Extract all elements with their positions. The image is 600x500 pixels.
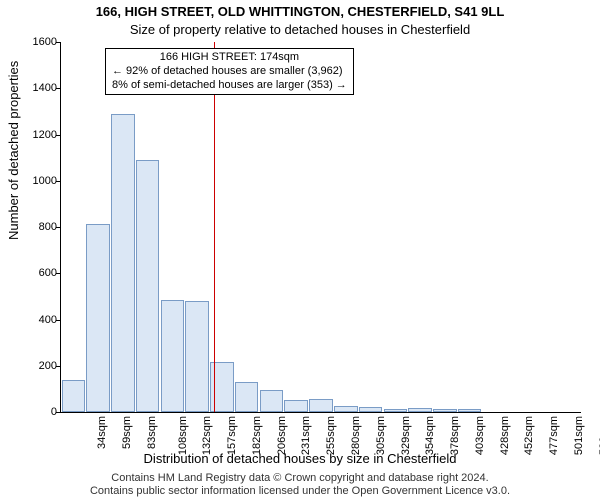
x-tick-label: 354sqm bbox=[424, 416, 436, 455]
x-tick-label: 452sqm bbox=[523, 416, 535, 455]
histogram-bar bbox=[260, 390, 284, 412]
y-tick-label: 200 bbox=[21, 360, 57, 372]
callout-line-property: 166 HIGH STREET: 174sqm bbox=[112, 51, 347, 65]
y-tick-label: 1600 bbox=[21, 36, 57, 48]
x-tick-label: 157sqm bbox=[226, 416, 238, 455]
y-tick-label: 1400 bbox=[21, 82, 57, 94]
x-tick-label: 428sqm bbox=[499, 416, 511, 455]
y-tick-label: 1200 bbox=[21, 129, 57, 141]
y-tick-mark bbox=[56, 88, 61, 89]
x-tick-label: 501sqm bbox=[573, 416, 585, 455]
histogram-bar bbox=[309, 399, 333, 412]
x-tick-label: 378sqm bbox=[449, 416, 461, 455]
histogram-bar bbox=[235, 382, 259, 412]
histogram-bar bbox=[284, 400, 308, 412]
histogram-bar bbox=[433, 409, 457, 412]
x-tick-label: 206sqm bbox=[276, 416, 288, 455]
y-tick-mark bbox=[56, 181, 61, 182]
y-tick-label: 600 bbox=[21, 267, 57, 279]
footer-line-2: Contains public sector information licen… bbox=[0, 485, 600, 498]
x-tick-label: 34sqm bbox=[96, 416, 108, 449]
y-tick-label: 1000 bbox=[21, 175, 57, 187]
histogram-bar bbox=[185, 301, 209, 412]
chart-container: 166, HIGH STREET, OLD WHITTINGTON, CHEST… bbox=[0, 0, 600, 500]
y-tick-mark bbox=[56, 227, 61, 228]
x-tick-label: 132sqm bbox=[202, 416, 214, 455]
x-tick-label: 329sqm bbox=[400, 416, 412, 455]
x-tick-label: 59sqm bbox=[121, 416, 133, 449]
x-tick-label: 108sqm bbox=[177, 416, 189, 455]
y-tick-mark bbox=[56, 366, 61, 367]
x-tick-label: 231sqm bbox=[301, 416, 313, 455]
x-tick-label: 305sqm bbox=[375, 416, 387, 455]
chart-title-subtitle: Size of property relative to detached ho… bbox=[0, 22, 600, 37]
y-axis-label: Number of detached properties bbox=[6, 61, 21, 240]
plot-area: 0200400600800100012001400160034sqm59sqm8… bbox=[60, 42, 581, 413]
histogram-bar bbox=[161, 300, 185, 412]
y-tick-mark bbox=[56, 42, 61, 43]
x-tick-label: 280sqm bbox=[350, 416, 362, 455]
y-tick-mark bbox=[56, 273, 61, 274]
histogram-bar bbox=[111, 114, 135, 412]
histogram-bar bbox=[359, 407, 383, 412]
x-tick-label: 182sqm bbox=[251, 416, 263, 455]
y-tick-label: 0 bbox=[21, 406, 57, 418]
histogram-bar bbox=[458, 409, 482, 412]
x-tick-label: 477sqm bbox=[548, 416, 560, 455]
y-tick-mark bbox=[56, 320, 61, 321]
y-tick-label: 800 bbox=[21, 221, 57, 233]
histogram-bar bbox=[334, 406, 358, 412]
x-axis-label: Distribution of detached houses by size … bbox=[0, 451, 600, 466]
y-tick-mark bbox=[56, 412, 61, 413]
property-marker-line bbox=[214, 42, 215, 412]
y-tick-label: 400 bbox=[21, 314, 57, 326]
y-tick-mark bbox=[56, 135, 61, 136]
x-tick-label: 83sqm bbox=[146, 416, 158, 449]
x-tick-label: 255sqm bbox=[325, 416, 337, 455]
marker-callout: 166 HIGH STREET: 174sqm ← 92% of detache… bbox=[105, 48, 354, 95]
histogram-bar bbox=[408, 408, 432, 412]
footer-attribution: Contains HM Land Registry data © Crown c… bbox=[0, 472, 600, 498]
footer-line-1: Contains HM Land Registry data © Crown c… bbox=[0, 472, 600, 485]
callout-line-larger: 8% of semi-detached houses are larger (3… bbox=[112, 79, 347, 93]
x-tick-label: 403sqm bbox=[474, 416, 486, 455]
histogram-bar bbox=[136, 160, 160, 412]
histogram-bar bbox=[62, 380, 86, 412]
chart-title-address: 166, HIGH STREET, OLD WHITTINGTON, CHEST… bbox=[0, 4, 600, 19]
histogram-bar bbox=[86, 224, 110, 412]
callout-line-smaller: ← 92% of detached houses are smaller (3,… bbox=[112, 65, 347, 79]
histogram-bar bbox=[384, 409, 408, 412]
